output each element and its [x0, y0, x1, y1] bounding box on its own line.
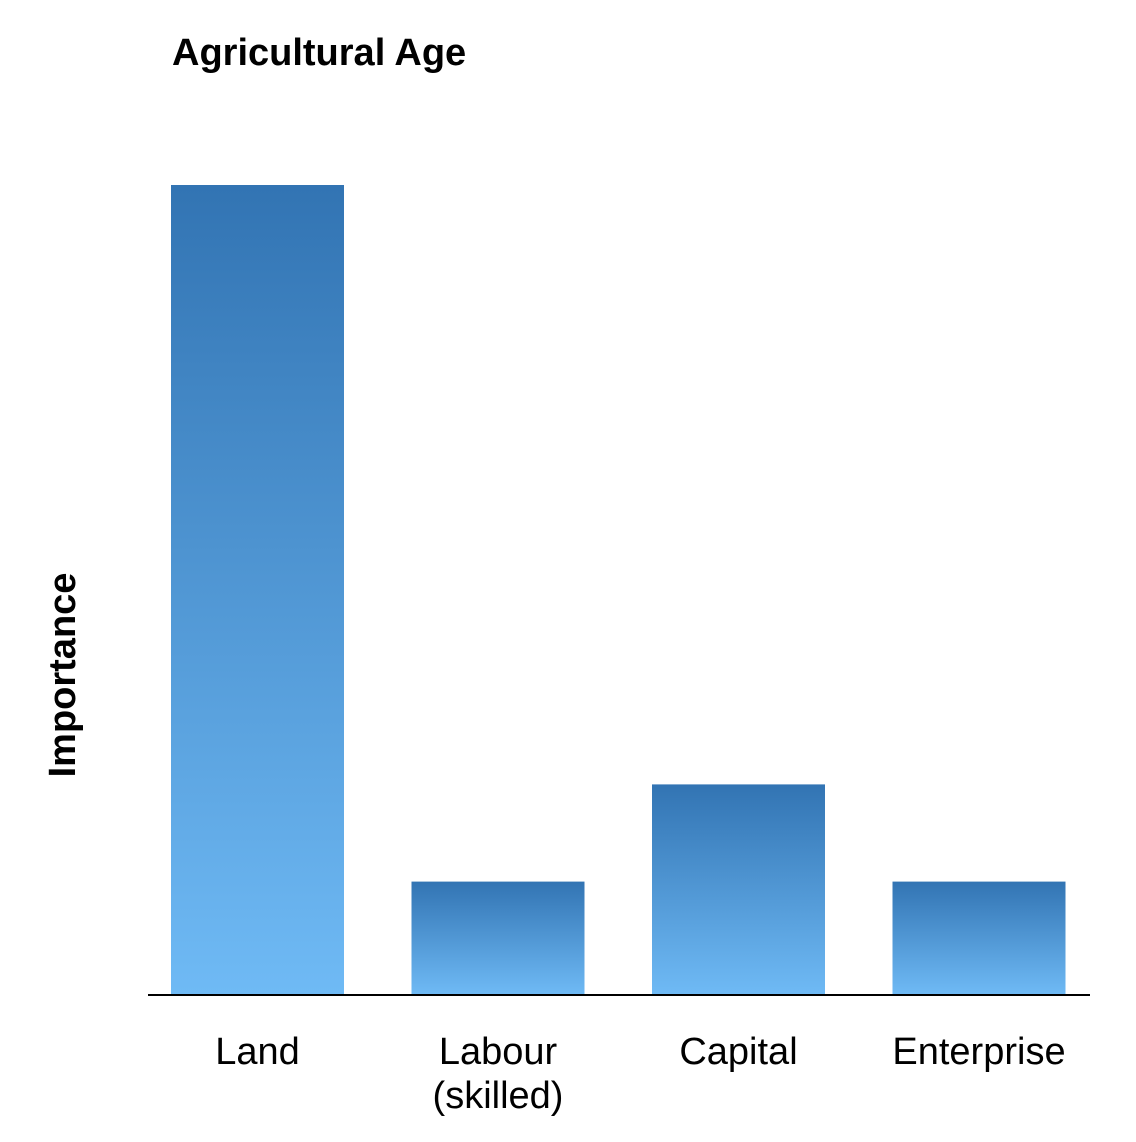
x-tick-label: Labour (skilled) — [432, 1031, 564, 1117]
bar — [411, 881, 585, 995]
bar — [171, 185, 344, 995]
x-tick-label: Enterprise — [892, 1031, 1066, 1073]
x-tick-label: Land — [215, 1031, 300, 1073]
x-tick-label: Capital — [679, 1031, 798, 1073]
bar — [652, 784, 825, 995]
y-axis-label: Importance — [42, 573, 84, 778]
chart-title: Agricultural Age — [172, 32, 466, 74]
bar — [892, 881, 1066, 995]
